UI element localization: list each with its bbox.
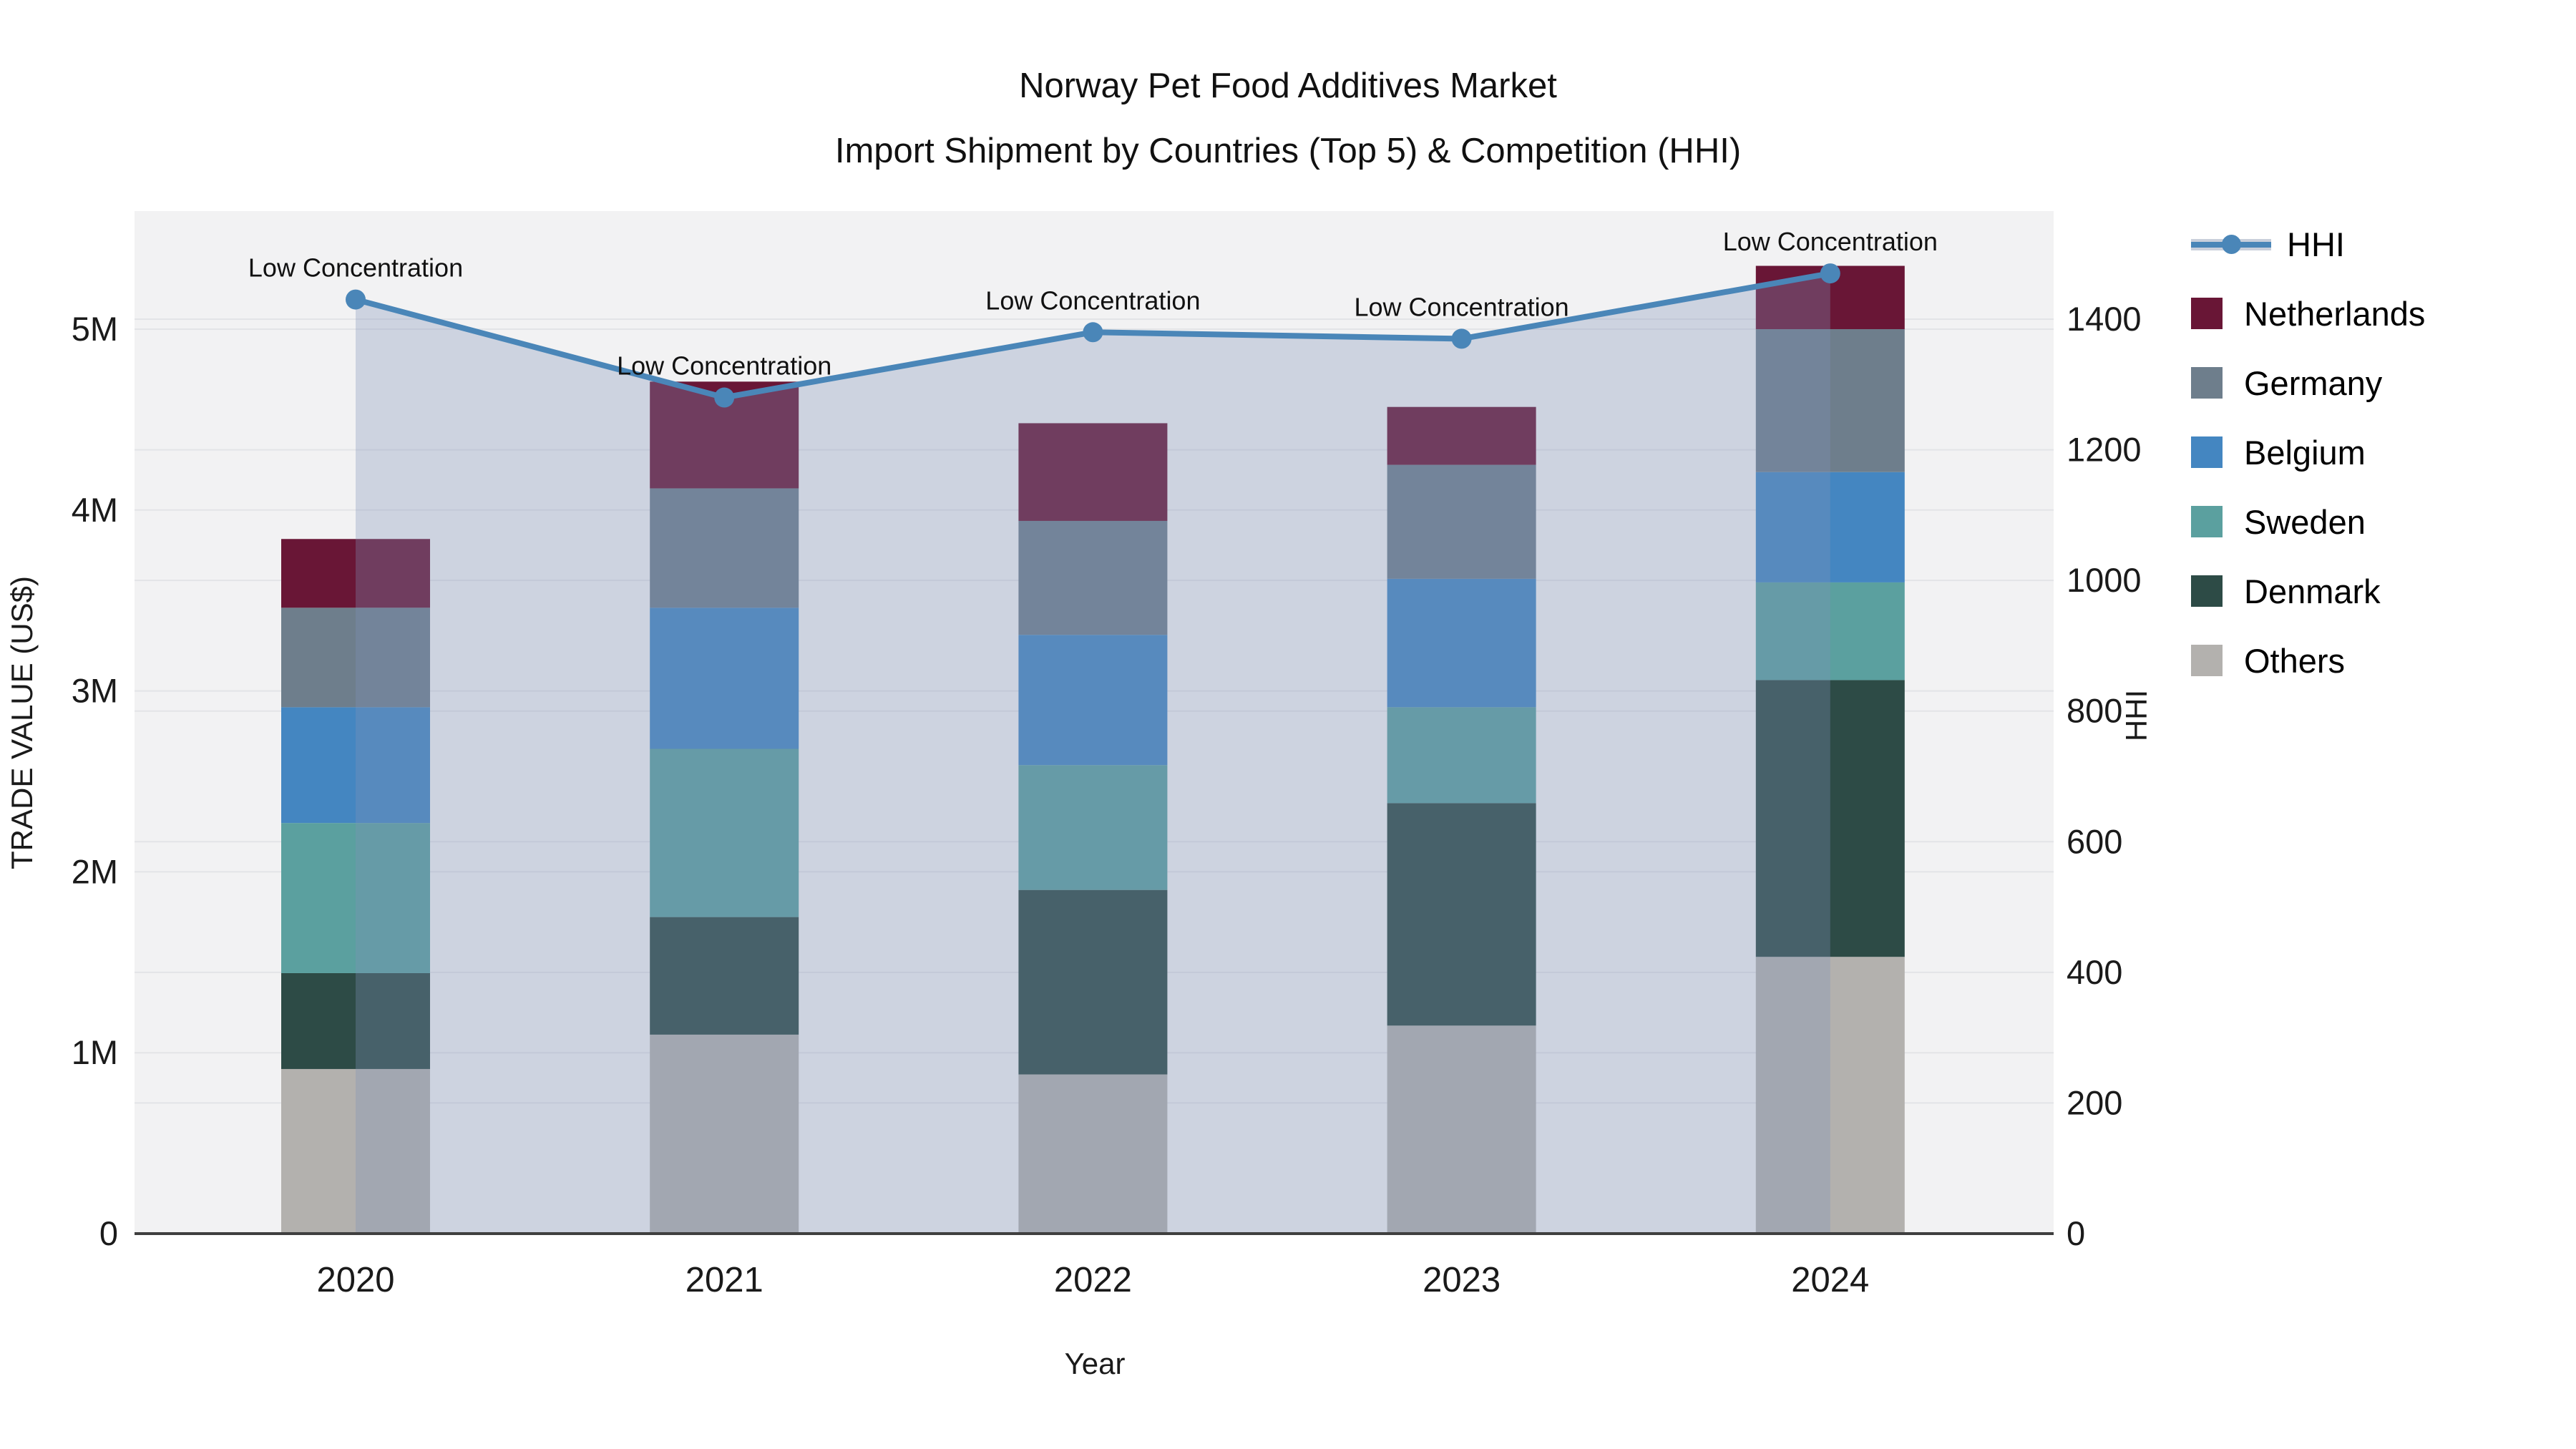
bar-segment-germany-2021 [650,488,799,608]
bar-segment-germany-2024 [1755,329,1905,472]
legend-label-denmark: Denmark [2244,572,2381,610]
legend-swatch-others [2191,645,2223,676]
x-axis-title: Year [1065,1347,1126,1380]
bar-segment-denmark-2022 [1018,889,1168,1075]
y-left-tick-label: 1M [72,1033,118,1071]
legend-swatch-germany [2191,367,2223,399]
bar-segment-netherlands-2023 [1387,406,1536,465]
legend-swatch-belgium [2191,436,2223,468]
annotation-2022: Low Concentration [985,286,1200,315]
legend-item-sweden: Sweden [2191,503,2425,541]
y-right-tick-label: 1000 [2067,561,2142,599]
legend-label-hhi: HHI [2287,225,2345,263]
y-left-tick-label: 4M [72,491,118,529]
bar-segment-netherlands-2022 [1018,423,1168,521]
legend-swatch-denmark [2191,575,2223,607]
legend-item-denmark: Denmark [2191,572,2425,610]
bar-segment-belgium-2020 [281,707,430,824]
bar-segment-belgium-2023 [1387,578,1536,708]
bar-segment-sweden-2020 [281,823,430,973]
y-left-tick-label: 2M [72,852,118,890]
bar-segment-sweden-2024 [1755,582,1905,680]
bar-segment-others-2023 [1387,1025,1536,1234]
y-right-tick-label: 600 [2067,822,2122,860]
bar-segment-others-2022 [1018,1074,1168,1234]
hhi-line-sample-icon [2191,228,2271,260]
legend-label-germany: Germany [2244,364,2383,402]
hhi-area-fill [356,273,1830,1234]
bar-segment-belgium-2021 [650,608,799,749]
annotation-2020: Low Concentration [248,253,463,283]
y-right-axis-title: HHI [2119,690,2153,741]
hhi-marker-2024 [1820,263,1840,284]
y-right-tick-label: 400 [2067,953,2122,991]
legend-item-hhi: HHI [2191,225,2425,263]
annotation-2021: Low Concentration [617,351,831,381]
y-left-tick-label: 0 [99,1214,118,1252]
annotation-2024: Low Concentration [1723,227,1938,256]
legend-swatch-sweden [2191,506,2223,537]
legend-item-germany: Germany [2191,364,2425,402]
bar-segment-germany-2023 [1387,464,1536,579]
legend-swatch-netherlands [2191,298,2223,329]
bar-segment-denmark-2021 [650,917,799,1035]
bar-segment-belgium-2022 [1018,635,1168,766]
bar-segment-denmark-2020 [281,972,430,1069]
bar-segment-others-2020 [281,1068,430,1234]
legend-label-others: Others [2244,641,2346,680]
y-right-tick-label: 200 [2067,1083,2122,1121]
annotation-2023: Low Concentration [1355,292,1569,321]
x-tick-label-2024: 2024 [1791,1261,1869,1299]
y-left-tick-label: 3M [72,672,118,710]
y-left-axis-title: TRADE VALUE (US$) [5,576,39,869]
hhi-marker-2023 [1451,328,1472,349]
legend-item-netherlands: Netherlands [2191,294,2426,333]
hhi-marker-2022 [1083,322,1103,343]
bar-segment-belgium-2024 [1755,472,1905,582]
x-tick-label-2022: 2022 [1054,1261,1132,1299]
x-tick-label-2023: 2023 [1423,1261,1501,1299]
bar-segment-others-2021 [650,1034,799,1234]
x-tick-label-2020: 2020 [316,1261,394,1299]
chart-title-line2: Import Shipment by Countries (Top 5) & C… [834,132,1742,170]
y-right-tick-label: 1400 [2067,300,2142,338]
y-right-tick-label: 800 [2067,692,2122,730]
chart-title-line1: Norway Pet Food Additives Market [1019,67,1557,105]
bar-segment-netherlands-2020 [281,539,430,608]
y-left-tick-label: 5M [72,310,118,348]
bar-segment-sweden-2022 [1018,765,1168,890]
legend-item-belgium: Belgium [2191,433,2425,472]
y-right-tick-label: 0 [2067,1214,2085,1252]
bar-segment-germany-2020 [281,608,430,708]
bar-segment-sweden-2023 [1387,707,1536,804]
legend-label-netherlands: Netherlands [2244,294,2426,333]
bar-segment-denmark-2023 [1387,803,1536,1026]
y-right-tick-label: 1200 [2067,431,2142,469]
hhi-marker-2021 [714,387,735,408]
legend: HHI Netherlands Germany Belgium Sweden Denmar… [2191,225,2426,713]
bar-segment-germany-2022 [1018,520,1168,635]
bar-segment-sweden-2021 [650,748,799,917]
legend-label-sweden: Sweden [2244,502,2366,541]
hhi-marker-2020 [346,289,366,310]
x-tick-label-2021: 2021 [686,1261,763,1299]
legend-item-others: Others [2191,641,2425,680]
bar-segment-others-2024 [1755,957,1905,1234]
legend-label-belgium: Belgium [2244,433,2366,472]
bar-segment-denmark-2024 [1755,680,1905,957]
